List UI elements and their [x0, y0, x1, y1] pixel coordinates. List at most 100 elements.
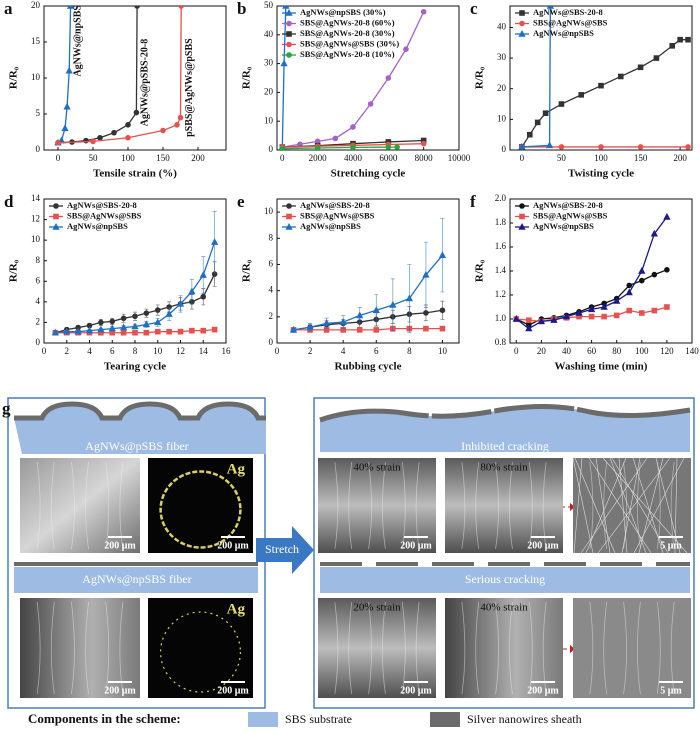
marker — [664, 304, 670, 310]
legend-label: AgNWs@npSBS — [300, 221, 361, 231]
x-tick-label: 6000 — [379, 153, 398, 163]
scale-label: 200 μm — [400, 685, 432, 696]
marker — [558, 101, 565, 107]
texture — [85, 601, 89, 695]
marker — [280, 59, 288, 67]
marker — [439, 307, 446, 314]
marker — [132, 329, 138, 336]
marker — [575, 308, 583, 316]
marker — [653, 55, 660, 61]
texture — [71, 461, 75, 550]
texture — [348, 461, 353, 550]
x-tick-label: 0 — [520, 153, 525, 163]
y-tick-label: 0 — [502, 144, 507, 154]
texture — [495, 461, 499, 550]
plot-frame — [276, 198, 460, 344]
series-line — [281, 6, 287, 148]
marker — [598, 144, 604, 150]
legend-marker — [52, 222, 60, 230]
y-tick-label: 8 — [269, 232, 274, 242]
texture — [382, 601, 386, 695]
panel-label: f — [470, 192, 476, 211]
y-tick-label: 0 — [269, 337, 274, 347]
marker — [120, 329, 127, 336]
marker — [356, 311, 364, 319]
marker — [306, 323, 314, 330]
texture — [509, 461, 513, 550]
scale-label: 200 μm — [217, 685, 249, 696]
texture — [589, 601, 594, 695]
legend-marker — [286, 52, 292, 58]
legend-marker — [518, 29, 526, 37]
marker — [61, 124, 69, 132]
legend-marker — [53, 203, 59, 209]
texture — [621, 457, 641, 554]
x-tick-label: 0 — [56, 153, 61, 163]
legend-label: SBS@AgNWs-20-8 (60%) — [300, 17, 395, 27]
y-tick-label: 10 — [31, 72, 41, 82]
legend-marker — [519, 213, 525, 220]
marker — [131, 322, 139, 330]
y-axis-label: R/R₀ — [8, 259, 20, 282]
y-tick-label: 15 — [31, 36, 41, 46]
texture — [415, 601, 420, 695]
texture — [368, 601, 372, 695]
plot-frame — [43, 5, 227, 151]
texture — [461, 461, 466, 550]
strain-caption: 20% strain — [353, 602, 401, 614]
y-axis-label: R/R₀ — [474, 66, 486, 89]
texture — [509, 601, 513, 695]
texture — [415, 461, 420, 550]
legend-label: SBS@AgNWs-20-8 (30%) — [300, 28, 395, 38]
marker — [166, 328, 172, 335]
x-tick-label: 8 — [133, 346, 138, 356]
scale-label: 200 μm — [104, 540, 136, 551]
marker — [65, 66, 73, 74]
schematic-title: Inhibited cracking — [461, 439, 549, 453]
x-tick-label: 150 — [634, 153, 648, 163]
plot-frame — [276, 5, 460, 151]
legend-label: SBS substrate — [285, 712, 352, 726]
x-tick-label: 10 — [153, 346, 163, 356]
x-tick-label: 2 — [65, 346, 70, 356]
x-tick-label: 2 — [308, 346, 313, 356]
y-tick-label: 40 — [497, 22, 507, 32]
texture — [637, 461, 641, 550]
marker — [176, 299, 185, 307]
marker — [143, 310, 150, 316]
marker — [651, 307, 658, 314]
y-tick-label: 40 — [264, 29, 274, 39]
texture — [637, 601, 641, 695]
x-tick-label: 140 — [685, 346, 699, 356]
marker — [189, 327, 195, 334]
marker — [423, 310, 429, 316]
marker — [55, 140, 61, 146]
texture — [334, 601, 339, 695]
marker — [385, 144, 392, 150]
texture — [656, 461, 661, 550]
marker — [405, 294, 414, 302]
legend-label: AgNWs@SBS-20-8 — [300, 200, 370, 210]
x-axis-label: Washing time (min) — [555, 361, 648, 373]
marker — [66, 6, 75, 9]
schematic-title: Serious cracking — [465, 572, 545, 586]
marker — [125, 122, 131, 128]
marker — [154, 328, 161, 335]
y-axis-label: R/R₀ — [8, 66, 20, 89]
y-tick-label: 2.0 — [495, 193, 507, 203]
series-group — [51, 210, 219, 336]
marker — [108, 324, 116, 332]
texture — [36, 601, 41, 695]
y-axis-label: R/R₀ — [241, 66, 253, 89]
x-tick-label: 0 — [280, 153, 285, 163]
texture — [670, 601, 675, 695]
y-tick-label: 6 — [269, 259, 274, 269]
marker — [558, 144, 565, 150]
marker — [373, 327, 380, 333]
x-tick-label: 150 — [156, 153, 170, 163]
marker — [526, 317, 532, 323]
marker — [154, 307, 161, 313]
legend-marker — [519, 203, 525, 209]
sheath-schematic — [319, 403, 691, 423]
marker — [132, 313, 138, 320]
